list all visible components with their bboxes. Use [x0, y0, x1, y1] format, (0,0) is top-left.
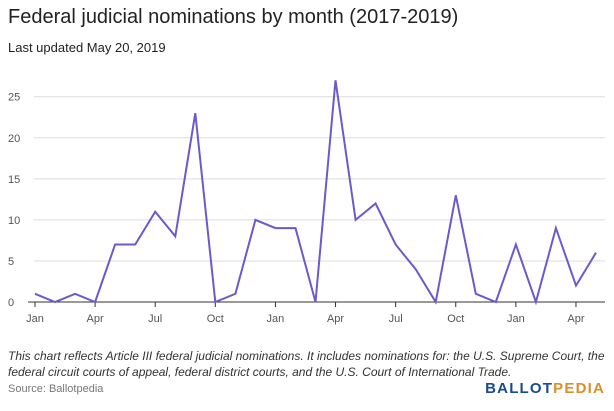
data-point[interactable] — [573, 283, 579, 289]
x-tick-label: Jul — [389, 313, 403, 325]
logo-part-pedia: PEDIA — [553, 380, 605, 397]
logo-part-ballot: BALLOT — [485, 380, 554, 397]
gridlines — [28, 96, 605, 303]
data-point[interactable] — [52, 299, 58, 305]
data-point[interactable] — [513, 242, 519, 248]
data-point[interactable] — [72, 291, 78, 297]
x-tick-label: Jan — [507, 313, 525, 325]
chart-subtitle: Last updated May 20, 2019 — [8, 40, 166, 55]
x-tick-label: Apr — [567, 313, 584, 325]
data-point[interactable] — [292, 225, 298, 231]
data-point[interactable] — [212, 299, 218, 305]
source-text: Source: Ballotpedia — [8, 383, 104, 395]
data-point[interactable] — [553, 225, 559, 231]
x-axis-ticks: Jan Apr Jul Oct Jan Apr Jul Oct Jan Apr — [26, 302, 585, 325]
data-point[interactable] — [172, 233, 178, 239]
data-point[interactable] — [533, 299, 539, 305]
data-point[interactable] — [32, 291, 38, 297]
data-point[interactable] — [152, 209, 158, 215]
chart-note: This chart reflects Article III federal … — [8, 349, 605, 379]
data-point[interactable] — [92, 299, 98, 305]
ballotpedia-logo[interactable]: BALLOTPEDIA — [485, 380, 605, 397]
x-tick-label: Oct — [447, 313, 464, 325]
data-point[interactable] — [373, 200, 379, 206]
data-point[interactable] — [593, 250, 599, 256]
series-line — [34, 80, 597, 306]
data-point[interactable] — [313, 299, 319, 305]
data-point[interactable] — [132, 242, 138, 248]
data-point[interactable] — [493, 299, 499, 305]
y-tick-label: 5 — [8, 256, 14, 268]
data-point[interactable] — [433, 299, 439, 305]
x-tick-label: Apr — [87, 313, 104, 325]
x-tick-label: Jul — [148, 313, 162, 325]
y-tick-label: 25 — [8, 92, 20, 104]
line-chart: 0 5 10 15 20 25 Jan Apr Jul Oct Jan Apr Jul Oct Jan Ap… — [8, 77, 605, 325]
y-tick-label: 10 — [8, 215, 20, 227]
data-point[interactable] — [192, 110, 198, 116]
data-point[interactable] — [112, 242, 118, 248]
y-tick-label: 15 — [8, 174, 20, 186]
data-point[interactable] — [353, 217, 359, 223]
series-line-layer — [32, 77, 599, 306]
x-tick-label: Oct — [207, 313, 224, 325]
data-point[interactable] — [413, 266, 419, 272]
data-point[interactable] — [232, 291, 238, 297]
data-point[interactable] — [393, 242, 399, 248]
data-point[interactable] — [333, 77, 339, 83]
y-axis-ticks: 0 5 10 15 20 25 — [8, 92, 20, 309]
y-tick-label: 20 — [8, 133, 20, 145]
y-tick-label: 0 — [8, 297, 14, 309]
data-point[interactable] — [453, 192, 459, 198]
x-tick-label: Apr — [327, 313, 344, 325]
data-point[interactable] — [473, 291, 479, 297]
x-tick-label: Jan — [26, 313, 44, 325]
x-tick-label: Jan — [267, 313, 285, 325]
data-point[interactable] — [272, 225, 278, 231]
chart-title: Federal judicial nominations by month (2… — [8, 6, 459, 28]
data-point[interactable] — [252, 217, 258, 223]
